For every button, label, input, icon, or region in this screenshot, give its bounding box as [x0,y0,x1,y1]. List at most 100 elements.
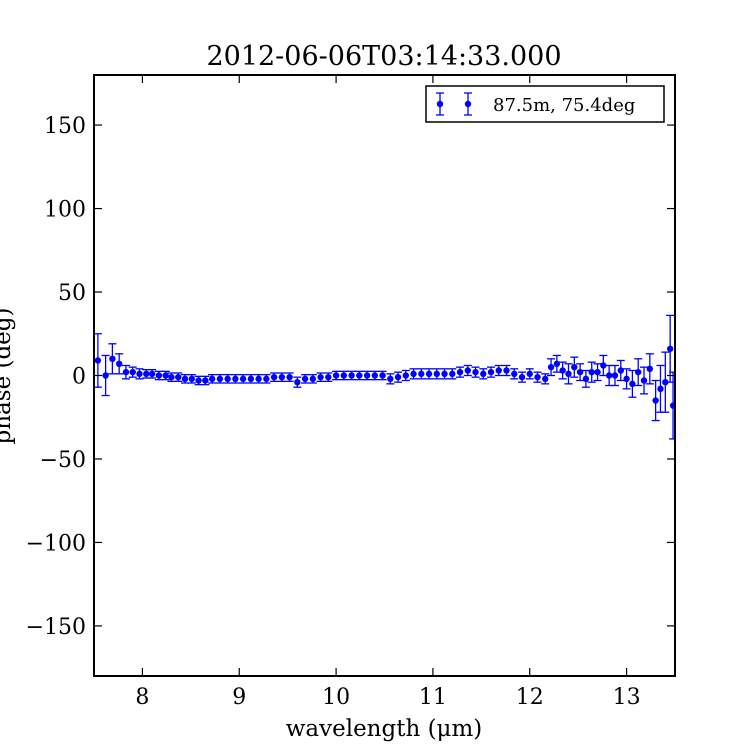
data-marker [472,368,479,376]
data-point [440,368,449,380]
data-marker [278,373,286,381]
data-point [378,370,387,381]
y-tick-label: 50 [58,281,86,306]
data-marker [270,373,278,381]
data-point [479,368,488,380]
data-point [262,374,271,384]
data-point [293,376,302,388]
data-point [645,353,654,385]
data-marker [175,373,182,381]
data-point [121,364,130,380]
data-marker [232,375,239,383]
data-marker [600,362,607,369]
data-point [628,369,637,398]
data-marker [202,377,209,384]
data-point [355,370,364,381]
data-marker [588,368,595,376]
data-point [181,374,190,384]
x-axis-label: wavelength (μm) [286,716,483,742]
data-marker [247,375,255,383]
data-marker [208,375,216,383]
y-tick-label: 150 [44,114,86,139]
data-marker [666,345,674,352]
data-point [640,366,649,395]
data-point [101,354,110,397]
data-point [370,370,379,381]
data-marker [181,375,189,383]
data-marker [441,370,448,378]
data-marker [518,373,526,381]
data-marker [224,375,231,383]
data-point [285,372,294,382]
data-marker [571,363,578,371]
data-marker [136,370,143,378]
data-point [301,374,310,384]
data-point [634,358,643,387]
data-marker [317,373,324,381]
data-point [339,370,348,381]
data-point [616,359,625,382]
x-tick-label: 8 [135,685,149,710]
data-marker [495,367,502,374]
x-tick-label: 13 [613,685,641,710]
data-point [456,366,465,378]
data-marker [402,372,410,379]
data-marker [576,368,584,376]
data-marker [188,375,196,383]
data-marker [340,372,348,379]
data-point [622,368,631,390]
data-point [593,363,602,382]
data-point [194,375,203,386]
data-marker [155,372,163,379]
data-point [525,368,534,380]
y-axis-label: phase (deg) [0,308,16,445]
data-marker [162,372,169,379]
data-point [471,366,480,378]
data-point [669,371,675,440]
data-point [201,375,210,386]
data-point [308,374,317,384]
data-marker [542,375,549,383]
data-marker [652,397,659,404]
data-point [332,370,341,381]
data-point [651,379,660,422]
data-point [666,314,675,383]
data-point [417,368,426,380]
data-point [570,356,579,378]
data-point [174,372,183,382]
data-marker [547,363,555,371]
data-marker [511,370,518,378]
y-tick-label: −150 [26,615,86,640]
data-point [386,373,395,385]
data-point [494,364,503,377]
data-marker [263,375,270,383]
data-marker [418,370,425,378]
legend-dot [436,100,444,108]
data-marker [102,372,109,379]
data-marker [168,373,175,381]
data-point [223,374,232,384]
data-marker [309,375,317,383]
data-point [448,368,457,380]
data-point [518,371,527,383]
legend: 87.5m, 75.4deg [425,85,665,123]
data-marker [553,360,561,368]
data-marker [640,377,648,384]
data-marker [629,380,636,388]
data-point [108,343,117,375]
data-point [148,369,157,379]
data-point [576,363,585,382]
data-marker [301,375,309,383]
data-marker [425,370,433,378]
data-marker [464,367,471,374]
data-point [558,361,567,380]
data-point [347,370,356,381]
data-point [270,372,279,382]
data-point [128,366,137,378]
data-point [115,353,124,375]
y-tick-label: 0 [72,365,86,390]
data-point [487,366,496,378]
data-point [231,374,240,384]
data-point [502,364,511,377]
data-point [547,358,556,377]
